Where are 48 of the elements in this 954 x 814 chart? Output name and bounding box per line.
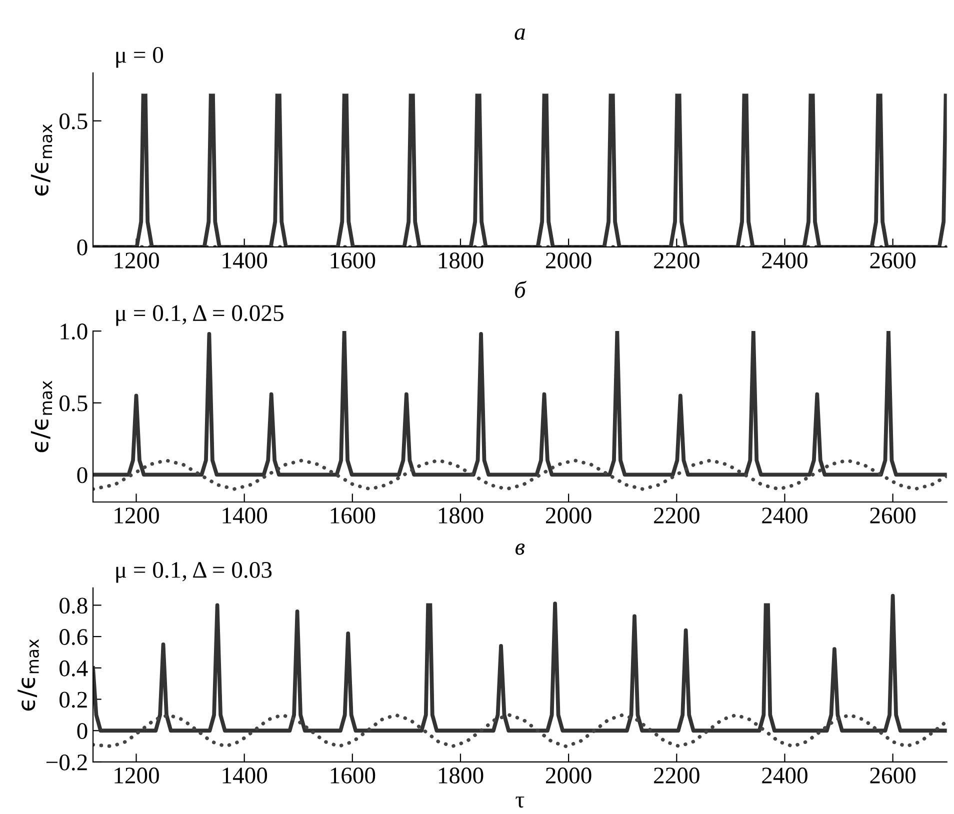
x-tick-label: 2400 <box>762 768 808 784</box>
x-tick-label: 2400 <box>762 508 808 524</box>
chart-title: а <box>514 28 525 40</box>
line-series <box>93 331 947 477</box>
line-series <box>93 458 947 491</box>
y-axis-title: ϵ/ϵ$_{max}$ <box>30 380 52 452</box>
y-tick-label: 0.4 <box>60 660 88 676</box>
x-tick-label: 2200 <box>654 768 700 784</box>
x-tick-label: 1600 <box>330 252 376 268</box>
chart-title: в <box>516 543 525 555</box>
x-tick-label: 1200 <box>114 768 159 784</box>
y-tick-label: 0.8 <box>60 598 88 614</box>
y-tick-label: 0.6 <box>60 629 88 646</box>
x-tick-label: 2600 <box>870 508 916 524</box>
x-axis-title: τ <box>516 796 524 808</box>
x-tick-label: 1200 <box>114 252 159 268</box>
line-series <box>93 713 947 748</box>
x-tick-label: 2200 <box>654 252 700 268</box>
x-tick-label: 1200 <box>114 508 159 524</box>
y-tick-label: 0.2 <box>60 692 87 708</box>
x-tick-label: 2600 <box>870 768 916 784</box>
y-tick-label: 0 <box>77 467 88 484</box>
x-tick-label: 2400 <box>762 252 808 268</box>
x-tick-label: 1400 <box>222 508 268 524</box>
y-tick-label: 0.5 <box>60 113 88 130</box>
x-tick-label: 1600 <box>330 508 376 524</box>
x-tick-label: 1800 <box>438 768 484 784</box>
x-tick-label: 2600 <box>870 252 916 268</box>
x-tick-label: 2000 <box>546 508 592 524</box>
y-axis-title: ϵ/ϵ$_{max}$ <box>18 639 39 711</box>
chart-title: б <box>515 280 526 298</box>
y-tick-label: −0.2 <box>46 754 87 771</box>
x-tick-label: 1800 <box>438 252 484 268</box>
y-tick-label: 1.0 <box>60 324 88 340</box>
x-tick-label: 2000 <box>546 252 592 268</box>
y-axis-title: ϵ/ϵ$_{max}$ <box>30 124 52 196</box>
x-tick-label: 1600 <box>330 768 376 784</box>
x-tick-label: 1400 <box>222 252 268 268</box>
x-tick-label: 2000 <box>546 768 592 784</box>
chart-subtitle: μ = 0.1, Δ = 0.03 <box>116 562 272 583</box>
chart-subtitle: μ = 0 <box>116 46 164 68</box>
y-tick-label: 0.5 <box>60 395 88 412</box>
x-tick-label: 1800 <box>438 508 484 524</box>
y-tick-label: 0 <box>77 723 88 740</box>
x-tick-label: 2200 <box>654 508 700 524</box>
x-tick-label: 1400 <box>222 768 268 784</box>
y-tick-label: 0 <box>77 239 88 256</box>
chart-subtitle: μ = 0.1, Δ = 0.025 <box>116 305 284 326</box>
